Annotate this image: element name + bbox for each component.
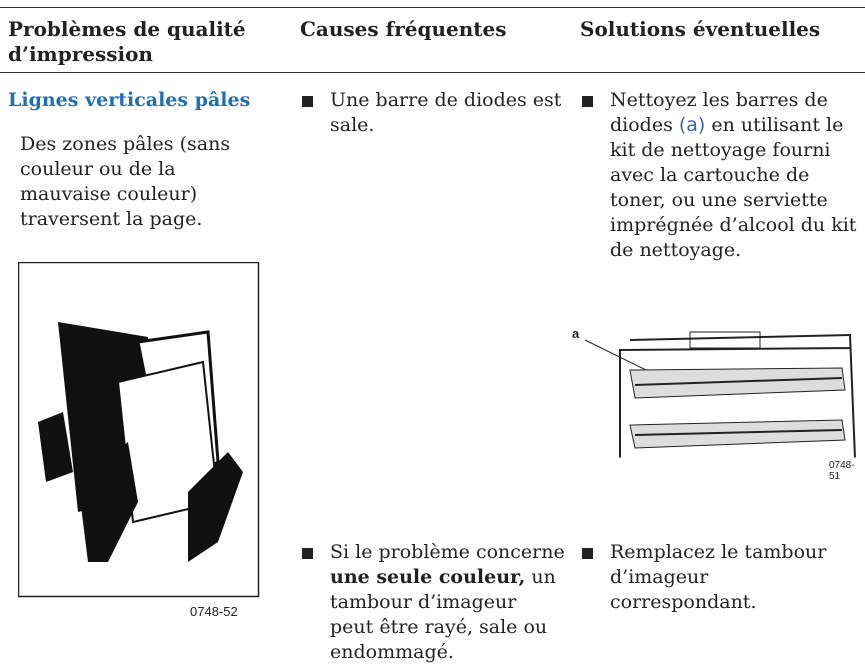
problem-description: Des zones pâles (sans couleur ou de la m… [20, 133, 231, 230]
figure-solution [580, 331, 862, 459]
text: en utilisant le kit de nettoyage fourni … [610, 114, 857, 261]
reference: (a) [678, 114, 706, 136]
solution: Nettoyez les barres de diodes (a) en uti… [610, 88, 860, 263]
figure-label: a [572, 326, 580, 341]
problem-title: Lignes verticales pâles [8, 89, 251, 111]
text: Nettoyez les barres de diodes [610, 89, 828, 136]
figure-problem [18, 262, 260, 598]
text: Remplacez le tambour d’imageur correspon… [610, 541, 827, 613]
text-bold: une seule couleur, [330, 566, 526, 588]
header-rule [0, 72, 865, 73]
cause: Si le problème concerne une seule couleu… [330, 540, 565, 665]
text: un tambour d’imageur peut être rayé, sal… [330, 566, 556, 663]
solution: Remplacez le tambour d’imageur correspon… [610, 540, 860, 615]
bullet [582, 548, 593, 559]
cause: Une barre de diodes est sale. [330, 88, 565, 138]
figure-id: 0748-52 [190, 604, 238, 619]
text: Une barre de diodes est sale. [330, 89, 562, 136]
top-rule [0, 7, 865, 8]
bullet [582, 96, 593, 107]
figure-id: 0748-51 [829, 460, 855, 482]
bullet [302, 548, 313, 559]
bullet [302, 96, 313, 107]
header-causes: Causes fréquentes [300, 17, 507, 41]
header-problem: Problèmes de qualité d’impression [8, 17, 246, 66]
text: Si le problème concerne [330, 541, 565, 563]
header-solutions: Solutions éventuelles [580, 17, 821, 41]
